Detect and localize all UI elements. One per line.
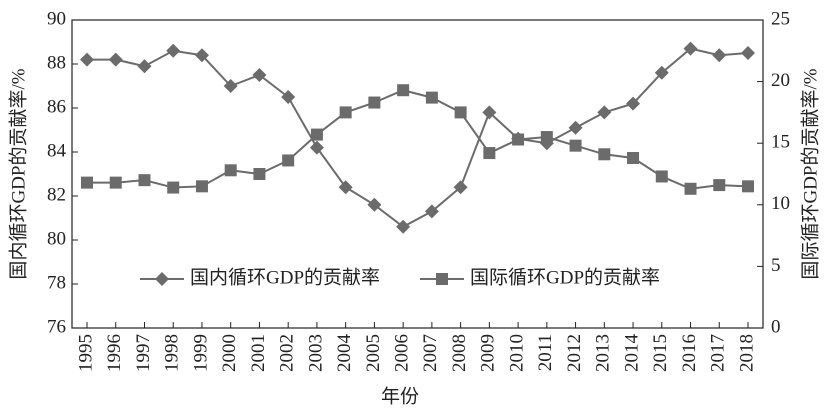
diamond-marker <box>252 68 267 82</box>
y2-tick-label: 10 <box>771 193 790 214</box>
diamond-marker <box>367 197 382 212</box>
square-marker <box>655 170 668 183</box>
diamond-marker <box>155 272 169 286</box>
diamond-marker <box>597 105 612 120</box>
y-tick-label: 90 <box>47 8 66 29</box>
x-tick-label: 1997 <box>133 334 154 372</box>
square-marker <box>167 181 180 194</box>
square-marker <box>109 176 122 189</box>
square-marker <box>425 91 438 104</box>
x-tick-label: 2016 <box>679 334 700 372</box>
square-marker <box>397 84 410 97</box>
square-marker <box>282 154 295 167</box>
square-marker <box>540 131 553 144</box>
x-tick-label: 2011 <box>535 334 556 371</box>
square-marker <box>742 180 754 193</box>
x-tick-label: 2014 <box>621 334 642 373</box>
square-marker <box>138 174 151 187</box>
square-marker <box>512 133 525 146</box>
diamond-marker <box>741 46 755 60</box>
series-line <box>87 47 749 228</box>
square-marker <box>627 151 640 164</box>
y-tick-label: 76 <box>47 316 66 337</box>
x-tick-label: 1998 <box>162 334 183 372</box>
x-tick-label: 2010 <box>506 334 527 372</box>
square-marker <box>195 180 208 193</box>
x-tick-label: 2015 <box>650 334 671 372</box>
x-tick-label: 2012 <box>564 334 585 372</box>
square-marker <box>224 164 237 177</box>
y-tick-label: 82 <box>47 184 66 205</box>
diamond-marker <box>223 79 238 93</box>
square-marker <box>454 106 467 119</box>
diamond-marker <box>482 105 497 120</box>
y2-tick-label: 0 <box>771 316 781 337</box>
diamond-marker <box>626 96 641 111</box>
square-marker <box>436 273 448 285</box>
x-tick-label: 2000 <box>219 334 240 372</box>
diamond-marker <box>194 48 209 63</box>
square-marker <box>483 147 496 160</box>
square-marker <box>253 168 266 180</box>
diamond-marker <box>424 204 439 219</box>
y-tick-label: 86 <box>47 96 66 117</box>
legend-label: 国际循环GDP的贡献率 <box>470 266 660 288</box>
square-marker <box>81 176 93 189</box>
x-tick-label: 1995 <box>75 334 96 372</box>
diamond-marker <box>654 65 669 80</box>
diamond-marker <box>80 52 94 67</box>
x-tick-label: 2006 <box>391 334 412 372</box>
x-tick-label: 2003 <box>305 334 326 372</box>
y-tick-label: 88 <box>47 52 66 73</box>
x-axis-label: 年份 <box>381 385 419 407</box>
x-tick-label: 2009 <box>478 334 499 372</box>
plot-frame <box>71 19 764 329</box>
y2-axis-label: 国际循环GDP的贡献率/% <box>799 68 821 279</box>
y2-tick-label: 5 <box>771 255 781 276</box>
y-tick-label: 78 <box>47 272 66 293</box>
square-marker <box>684 182 697 195</box>
series-line <box>87 89 749 190</box>
x-tick-label: 2005 <box>363 334 384 372</box>
diamond-marker <box>396 219 411 234</box>
square-marker <box>368 96 381 109</box>
y-axis-label: 国内循环GDP的贡献率/% <box>7 68 29 279</box>
square-marker <box>310 128 323 141</box>
y-tick-label: 84 <box>47 140 67 161</box>
y2-tick-label: 15 <box>771 132 790 153</box>
x-tick-label: 2002 <box>277 334 298 372</box>
x-tick-label: 2004 <box>334 334 355 373</box>
x-tick-label: 1999 <box>190 334 211 372</box>
diamond-marker <box>338 180 353 195</box>
diamond-marker <box>683 41 698 56</box>
diamond-marker <box>137 59 152 74</box>
legend-label: 国内循环GDP的贡献率 <box>190 266 380 288</box>
diamond-marker <box>453 180 468 195</box>
diamond-marker <box>281 90 296 104</box>
y-tick-label: 80 <box>47 228 66 249</box>
diamond-marker <box>568 120 583 135</box>
diamond-marker <box>712 48 727 63</box>
x-tick-label: 2001 <box>248 334 269 372</box>
square-marker <box>598 148 611 161</box>
diamond-marker <box>309 140 324 155</box>
x-tick-label: 2007 <box>420 334 441 372</box>
y2-tick-label: 20 <box>771 70 790 91</box>
x-tick-label: 2018 <box>736 334 757 372</box>
x-tick-label: 1996 <box>104 334 125 372</box>
x-tick-label: 2017 <box>708 334 729 372</box>
square-marker <box>339 106 352 119</box>
diamond-marker <box>108 52 123 67</box>
square-marker <box>713 179 726 192</box>
square-marker <box>569 139 582 152</box>
y2-tick-label: 25 <box>771 8 790 29</box>
diamond-marker <box>166 43 181 58</box>
x-tick-label: 2013 <box>593 334 614 372</box>
x-tick-label: 2008 <box>449 334 470 372</box>
